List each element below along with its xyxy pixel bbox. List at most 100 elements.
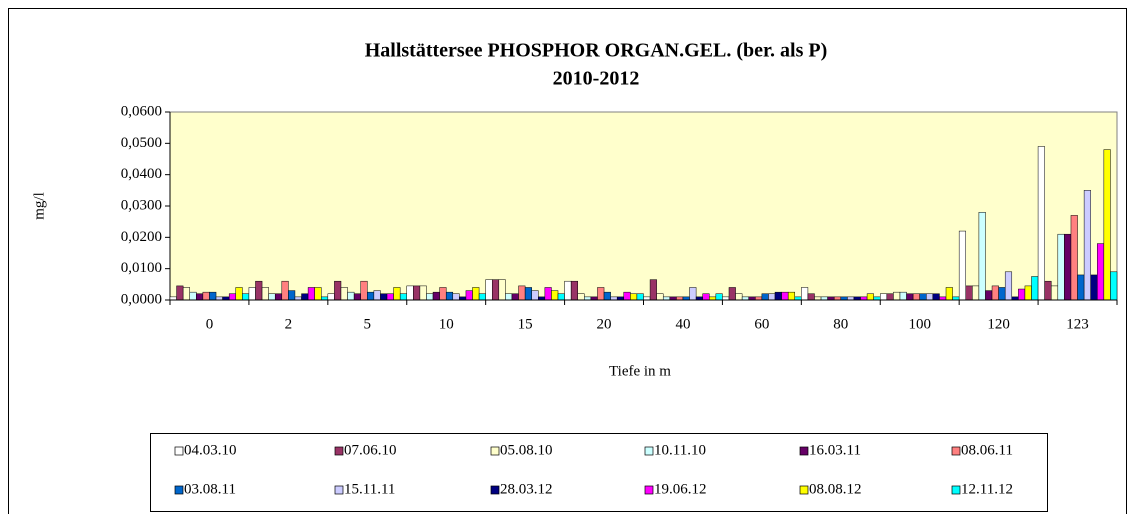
x-tick-label: 20 <box>597 316 612 332</box>
bar <box>176 285 184 301</box>
bar <box>932 293 940 301</box>
bar <box>426 293 434 301</box>
x-tick-label: 100 <box>908 316 931 332</box>
x-tick-label: 5 <box>364 316 372 332</box>
legend-swatch <box>490 446 500 456</box>
bar <box>801 287 809 301</box>
bar <box>886 293 894 301</box>
bar <box>998 287 1006 301</box>
bar <box>919 293 927 301</box>
bar <box>340 287 348 301</box>
bar <box>958 230 966 301</box>
bar <box>465 290 473 301</box>
x-axis-label: Tiefe in m <box>609 363 671 379</box>
bar <box>1004 271 1013 301</box>
bar <box>1110 271 1118 301</box>
legend-label: 07.06.10 <box>344 442 397 458</box>
bar <box>1064 233 1072 301</box>
bar <box>196 293 204 301</box>
bar <box>728 287 736 301</box>
bar <box>432 291 440 301</box>
x-tick-label: 40 <box>675 316 690 332</box>
legend-label: 10.11.10 <box>654 442 706 458</box>
legend <box>150 433 1048 512</box>
bar <box>511 293 519 301</box>
bar <box>761 293 769 301</box>
chart-title: Hallstättersee PHOSPHOR ORGAN.GEL. (ber.… <box>365 40 828 62</box>
bar <box>972 285 980 301</box>
legend-swatch <box>799 446 809 456</box>
x-tick-label: 120 <box>987 316 1010 332</box>
bar <box>235 287 243 301</box>
legend-swatch <box>334 485 344 495</box>
bar <box>544 287 552 301</box>
bar <box>781 291 789 301</box>
bar <box>1050 285 1059 301</box>
x-tick-label: 15 <box>518 316 533 332</box>
bar <box>1070 215 1078 301</box>
legend-swatch <box>644 446 654 456</box>
bar <box>1097 243 1105 301</box>
legend-label: 16.03.11 <box>809 442 861 458</box>
bar <box>912 293 920 301</box>
bar <box>768 293 776 301</box>
bar <box>281 280 289 301</box>
y-axis-label: mg/l <box>31 192 47 220</box>
bar <box>656 293 664 301</box>
bar <box>314 287 322 301</box>
bar <box>301 293 309 301</box>
x-tick-label: 60 <box>754 316 769 332</box>
bar <box>248 287 256 301</box>
legend-label: 05.08.10 <box>500 442 553 458</box>
bar <box>380 293 388 301</box>
bar <box>1083 190 1091 301</box>
bar <box>1031 276 1039 301</box>
bar <box>360 280 368 301</box>
legend-swatch <box>174 446 184 456</box>
bar <box>182 287 190 301</box>
legend-label: 12.11.12 <box>961 481 1013 497</box>
legend-swatch <box>174 485 184 495</box>
bar <box>491 279 500 301</box>
legend-label: 08.06.11 <box>961 442 1013 458</box>
bar <box>189 291 197 301</box>
legend-label: 28.03.12 <box>500 481 553 497</box>
bar <box>735 293 743 301</box>
legend-swatch <box>644 485 654 495</box>
bar <box>524 287 532 301</box>
bar <box>327 293 335 301</box>
bar <box>268 293 276 301</box>
legend-swatch <box>490 485 500 495</box>
bar <box>452 293 460 301</box>
bar <box>1077 274 1085 301</box>
y-tick-label: 0,0100 <box>121 260 162 276</box>
bar <box>399 293 408 301</box>
y-tick-label: 0,0500 <box>121 135 162 151</box>
bar <box>577 293 585 301</box>
bar <box>288 290 296 301</box>
bar <box>636 293 644 301</box>
bar <box>985 290 993 301</box>
bar <box>255 280 263 301</box>
bar <box>630 293 638 301</box>
legend-label: 19.06.12 <box>654 481 707 497</box>
bar <box>866 293 874 301</box>
legend-swatch <box>334 446 344 456</box>
legend-label: 15.11.11 <box>344 481 395 497</box>
x-tick-label: 2 <box>285 316 293 332</box>
bar <box>597 287 605 301</box>
bar <box>419 285 427 301</box>
bar <box>472 287 480 301</box>
bar <box>498 279 506 301</box>
bar <box>893 291 901 301</box>
bar <box>485 279 493 301</box>
bar <box>406 285 414 301</box>
x-tick-label: 0 <box>206 316 214 332</box>
bar <box>787 291 796 301</box>
bar <box>373 290 381 301</box>
bar <box>945 287 953 301</box>
bar <box>702 293 710 301</box>
chart-subtitle: 2010-2012 <box>553 68 640 90</box>
bar <box>564 280 572 301</box>
